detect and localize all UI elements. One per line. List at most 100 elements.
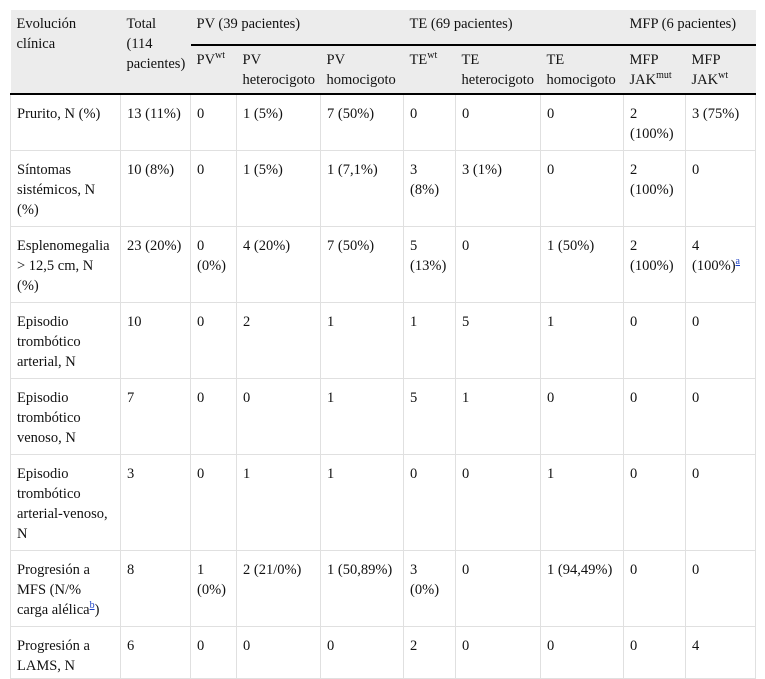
table-body: Prurito, N (%) 13 (11%) 0 1 (5%) 7 (50%) 0 0 0 2… <box>10 93 757 679</box>
cell-text: 10 <box>127 314 142 330</box>
footnote-sup: a <box>736 256 740 267</box>
cell-text: Evolución clínica <box>16 16 77 52</box>
cell: 0 <box>455 454 542 551</box>
subcolumn-header: MFP JAKmut <box>623 45 686 95</box>
footnote-link[interactable]: b <box>89 600 95 612</box>
cell-text: 0 <box>630 314 638 330</box>
table-row: Progresión a LAMS, N 6 0 0 0 2 0 0 0 4 <box>10 626 757 679</box>
cell-text: 3 (1%) <box>462 162 502 178</box>
cell-text: 2 (100%) <box>630 106 674 142</box>
row-label: Esplenomegalia > 12,5 cm, N (%) <box>10 226 121 303</box>
cell-text: 0 <box>630 562 638 578</box>
table-row: Síntomas sistémicos, N (%) 10 (8%) 0 1 (5%)… <box>10 150 757 227</box>
cell: 3 (8%) <box>403 150 457 227</box>
cell: 8 <box>120 550 191 627</box>
table-head: Evolución clínica Total (114 pacientes) PV… <box>10 10 756 95</box>
cell: 0 <box>540 93 625 151</box>
cell-text: 5 (13%) <box>410 238 447 274</box>
row-label: Episodio trombótico arterial-venoso, N <box>10 454 121 551</box>
cell-text: 5 <box>462 314 470 330</box>
page: Evolución clínica Total (114 pacientes) PV… <box>10 10 757 679</box>
cell-text: PV heterocigoto <box>242 52 315 88</box>
cell-text: 10 (8%) <box>127 162 175 178</box>
cell: 0 <box>623 302 687 379</box>
cell-text: 0 <box>462 466 470 482</box>
cell: 5 <box>403 378 457 455</box>
cell-text: 0 <box>630 466 638 482</box>
table-row: Esplenomegalia > 12,5 cm, N (%) 23 (20%) 0… <box>10 226 757 303</box>
footnote-sup: b <box>90 600 95 611</box>
cell-text: 2 (100%) <box>630 162 674 198</box>
cell-text: 8 <box>127 562 135 578</box>
cell: 2 <box>403 626 457 679</box>
cell-text: 0 <box>410 106 418 122</box>
cell: 0 <box>455 626 542 679</box>
cell: 13 (11%) <box>120 93 191 151</box>
cell-text: 0 <box>630 638 638 654</box>
subcolumn-header: TEwt <box>403 45 456 95</box>
subcolumn-header: PVwt <box>190 45 237 95</box>
footnote-link[interactable]: a <box>735 256 740 268</box>
table-row: Episodio trombótico arterial-venoso, N 3 0… <box>10 454 757 551</box>
column-header: MFP (6 pacientes) <box>623 10 756 46</box>
cell-text: MFP (6 pacientes) <box>629 16 737 32</box>
cell-text: 1 (94,49%) <box>547 562 613 578</box>
cell: 0 <box>685 454 757 551</box>
cell-text: Total (114 pacientes) <box>126 16 186 72</box>
cell-text: 7 (50%) <box>327 238 375 254</box>
cell-text: 1 <box>243 466 251 482</box>
cell-text: TE heterocigoto <box>461 52 535 88</box>
cell-text: 3 (8%) <box>410 162 440 198</box>
superscript: mut <box>656 70 672 82</box>
cell: 2 (100%) <box>623 93 687 151</box>
subcolumn-header: PV homocigoto <box>320 45 404 95</box>
cell: 1 <box>455 378 542 455</box>
cell-text: PV (39 pacientes) <box>196 16 301 32</box>
cell: 7 (50%) <box>319 226 405 303</box>
subcolumn-header: TE homocigoto <box>540 45 624 95</box>
subcolumn-header: MFP JAKwt <box>685 45 756 95</box>
cell-text: 1 <box>327 314 335 330</box>
cell-text: 0 <box>692 162 700 178</box>
cell: 1 <box>540 454 625 551</box>
cell: 0 <box>190 93 237 151</box>
cell-text: 0 <box>547 162 555 178</box>
cell: 0 <box>190 626 237 679</box>
cell: 6 <box>120 626 191 679</box>
cell-text: 4 (20%) <box>243 238 291 254</box>
table-row: Episodio trombótico arterial, N 10 0 2 1 1 5 1 0… <box>10 302 757 379</box>
cell: 1 <box>236 454 321 551</box>
cell: 4 (20%) <box>236 226 321 303</box>
subcolumn-header: TE heterocigoto <box>455 45 541 95</box>
cell-text: 1 (0%) <box>197 562 226 598</box>
cell: 23 (20%) <box>120 226 191 303</box>
cell: 2 (100%) <box>623 150 687 227</box>
cell-text: 1 <box>327 466 335 482</box>
column-header: Evolución clínica <box>10 10 121 95</box>
cell-text: TE homocigoto <box>546 52 616 88</box>
cell-text: 3 (0%) <box>410 562 440 598</box>
cell-text: 1 (7,1%) <box>327 162 378 178</box>
cell: 0 <box>455 550 542 627</box>
cell: 0 <box>236 378 321 455</box>
cell: 3 (75%) <box>685 93 757 151</box>
cell-text: 1 <box>547 314 555 330</box>
cell-text: 0 <box>410 466 418 482</box>
cell: 1 (5%) <box>236 150 321 227</box>
cell-text: 0 <box>462 106 470 122</box>
cell: 3 <box>120 454 191 551</box>
cell: 0 <box>190 378 237 455</box>
cell-text: 3 (75%) <box>692 106 740 122</box>
cell: 0 <box>190 454 237 551</box>
cell-text: 4 (100%) <box>692 238 736 274</box>
cell: 3 (1%) <box>455 150 542 227</box>
cell-text: 0 <box>692 562 700 578</box>
cell: 0 <box>190 302 237 379</box>
cell: 4 <box>685 626 757 679</box>
cell: 7 (50%) <box>319 93 405 151</box>
cell: 0 <box>623 626 687 679</box>
cell-text: Episodio trombótico venoso, N <box>17 390 81 446</box>
cell-text: 7 <box>127 390 135 406</box>
cell-text: 2 <box>410 638 418 654</box>
cell-text: 1 <box>327 390 335 406</box>
